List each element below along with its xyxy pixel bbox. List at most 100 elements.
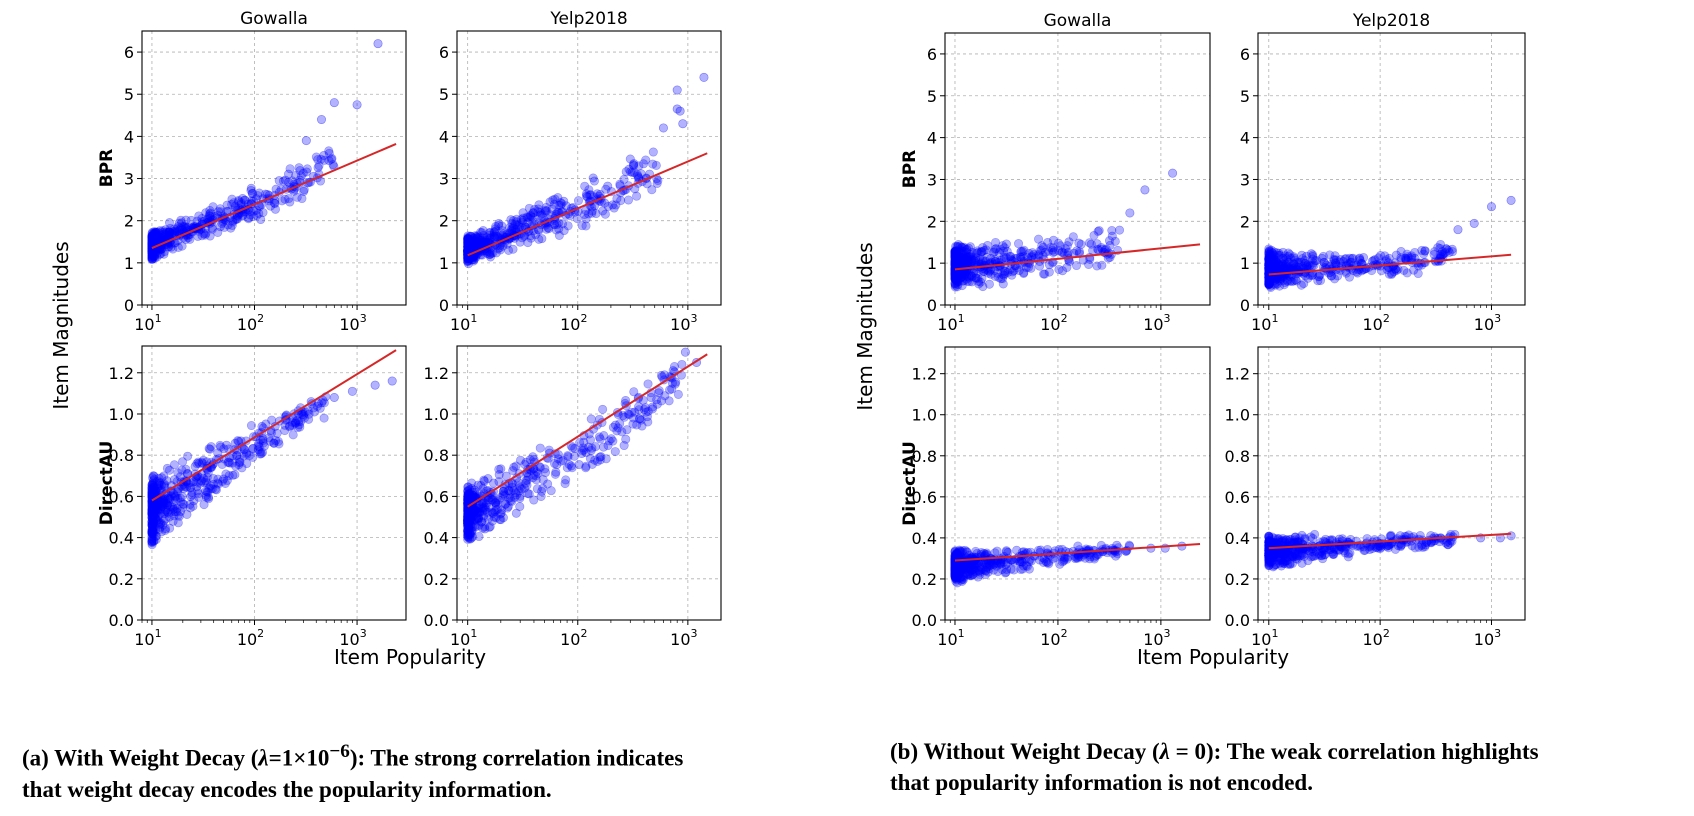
scatter-point [494,470,504,480]
scatter-point [159,249,169,259]
scatter-point [149,471,159,481]
scatter-point [1037,241,1047,251]
scatter-point [573,196,583,206]
scatter-point [207,484,217,494]
scatter-point [193,231,203,241]
scatter-point [1387,268,1397,278]
scatter-point [180,221,190,231]
scatter-point [1310,529,1320,539]
scatter-point [470,236,480,246]
scatter-point [147,238,157,248]
scatter-point [1062,263,1072,273]
scatter-point [563,452,573,462]
scatter-point [277,196,287,206]
scatter-point [160,514,170,524]
scatter-point [147,236,157,246]
scatter-point [463,517,473,527]
scatter-point [147,520,157,530]
scatter-point [463,509,473,519]
scatter-point [463,482,473,492]
scatter-point [280,175,290,185]
scatter-point [173,510,183,520]
scatter-point [1430,247,1440,257]
scatter-point [147,488,157,498]
scatter-point [637,421,647,431]
scatter-point [615,179,625,189]
scatter-point [478,523,488,533]
scatter-point [264,433,274,443]
y-tick-label: 1.2 [109,364,134,383]
scatter-point [528,208,538,218]
scatter-point [164,227,174,237]
scatter-point [463,512,473,522]
scatter-point [147,480,157,490]
scatter-point [197,457,207,467]
scatter-point [463,508,473,518]
scatter-point [199,229,209,239]
scatter-point [270,198,280,208]
scatter-point [463,243,473,253]
scatter-point [463,490,473,500]
scatter-point [468,242,478,252]
scatter-point [243,214,253,224]
scatter-point [258,208,268,218]
scatter-point [147,529,157,539]
scatter-point [147,527,157,537]
scatter-point [464,508,474,518]
scatter-point [274,176,284,186]
scatter-point [179,499,189,509]
scatter-point [463,237,473,247]
scatter-point [153,503,163,513]
scatter-point [466,231,476,241]
scatter-point [1264,255,1274,265]
scatter-point [148,529,158,539]
scatter-point [533,468,543,478]
scatter-point [298,168,308,178]
scatter-point [285,197,295,207]
scatter-point [156,502,166,512]
caption-b-condition: = 0 [1169,739,1206,764]
scatter-point [224,457,234,467]
scatter-point [549,220,559,230]
fit-line [467,353,708,508]
scatter-point [673,389,683,399]
scatter-point [181,223,191,233]
scatter-point [248,443,258,453]
y-tick-label: 1 [927,254,937,273]
scatter-point [315,403,325,413]
scatter-point [280,194,290,204]
scatter-point [150,513,160,523]
scatter-point [299,185,309,195]
scatter-point [463,515,473,525]
scatter-point [150,486,160,496]
scatter-point [203,468,213,478]
scatter-point [463,242,473,252]
scatter-point [1002,547,1012,557]
scatter-point [514,220,524,230]
scatter-point [284,194,294,204]
scatter-point [148,527,158,537]
scatter-point [624,164,634,174]
scatter-point [532,484,542,494]
scatter-point [149,508,159,518]
scatter-point [213,448,223,458]
scatter-point [522,212,532,222]
scatter-point [182,222,192,232]
scatter-point [169,504,179,514]
scatter-point [1012,545,1022,555]
scatter-point [616,196,626,206]
scatter-point [489,230,499,240]
scatter-point [613,423,623,433]
scatter-point [463,518,473,528]
scatter-point [604,436,614,446]
scatter-point [147,237,157,247]
scatter-point [489,228,499,238]
y-tick-label: 1 [439,254,449,273]
scatter-point [465,507,475,517]
scatter-point [468,487,478,497]
y-tick-label: 1.0 [109,405,134,424]
scatter-point [147,231,157,241]
scatter-point [161,524,171,534]
scatter-point [151,228,161,238]
